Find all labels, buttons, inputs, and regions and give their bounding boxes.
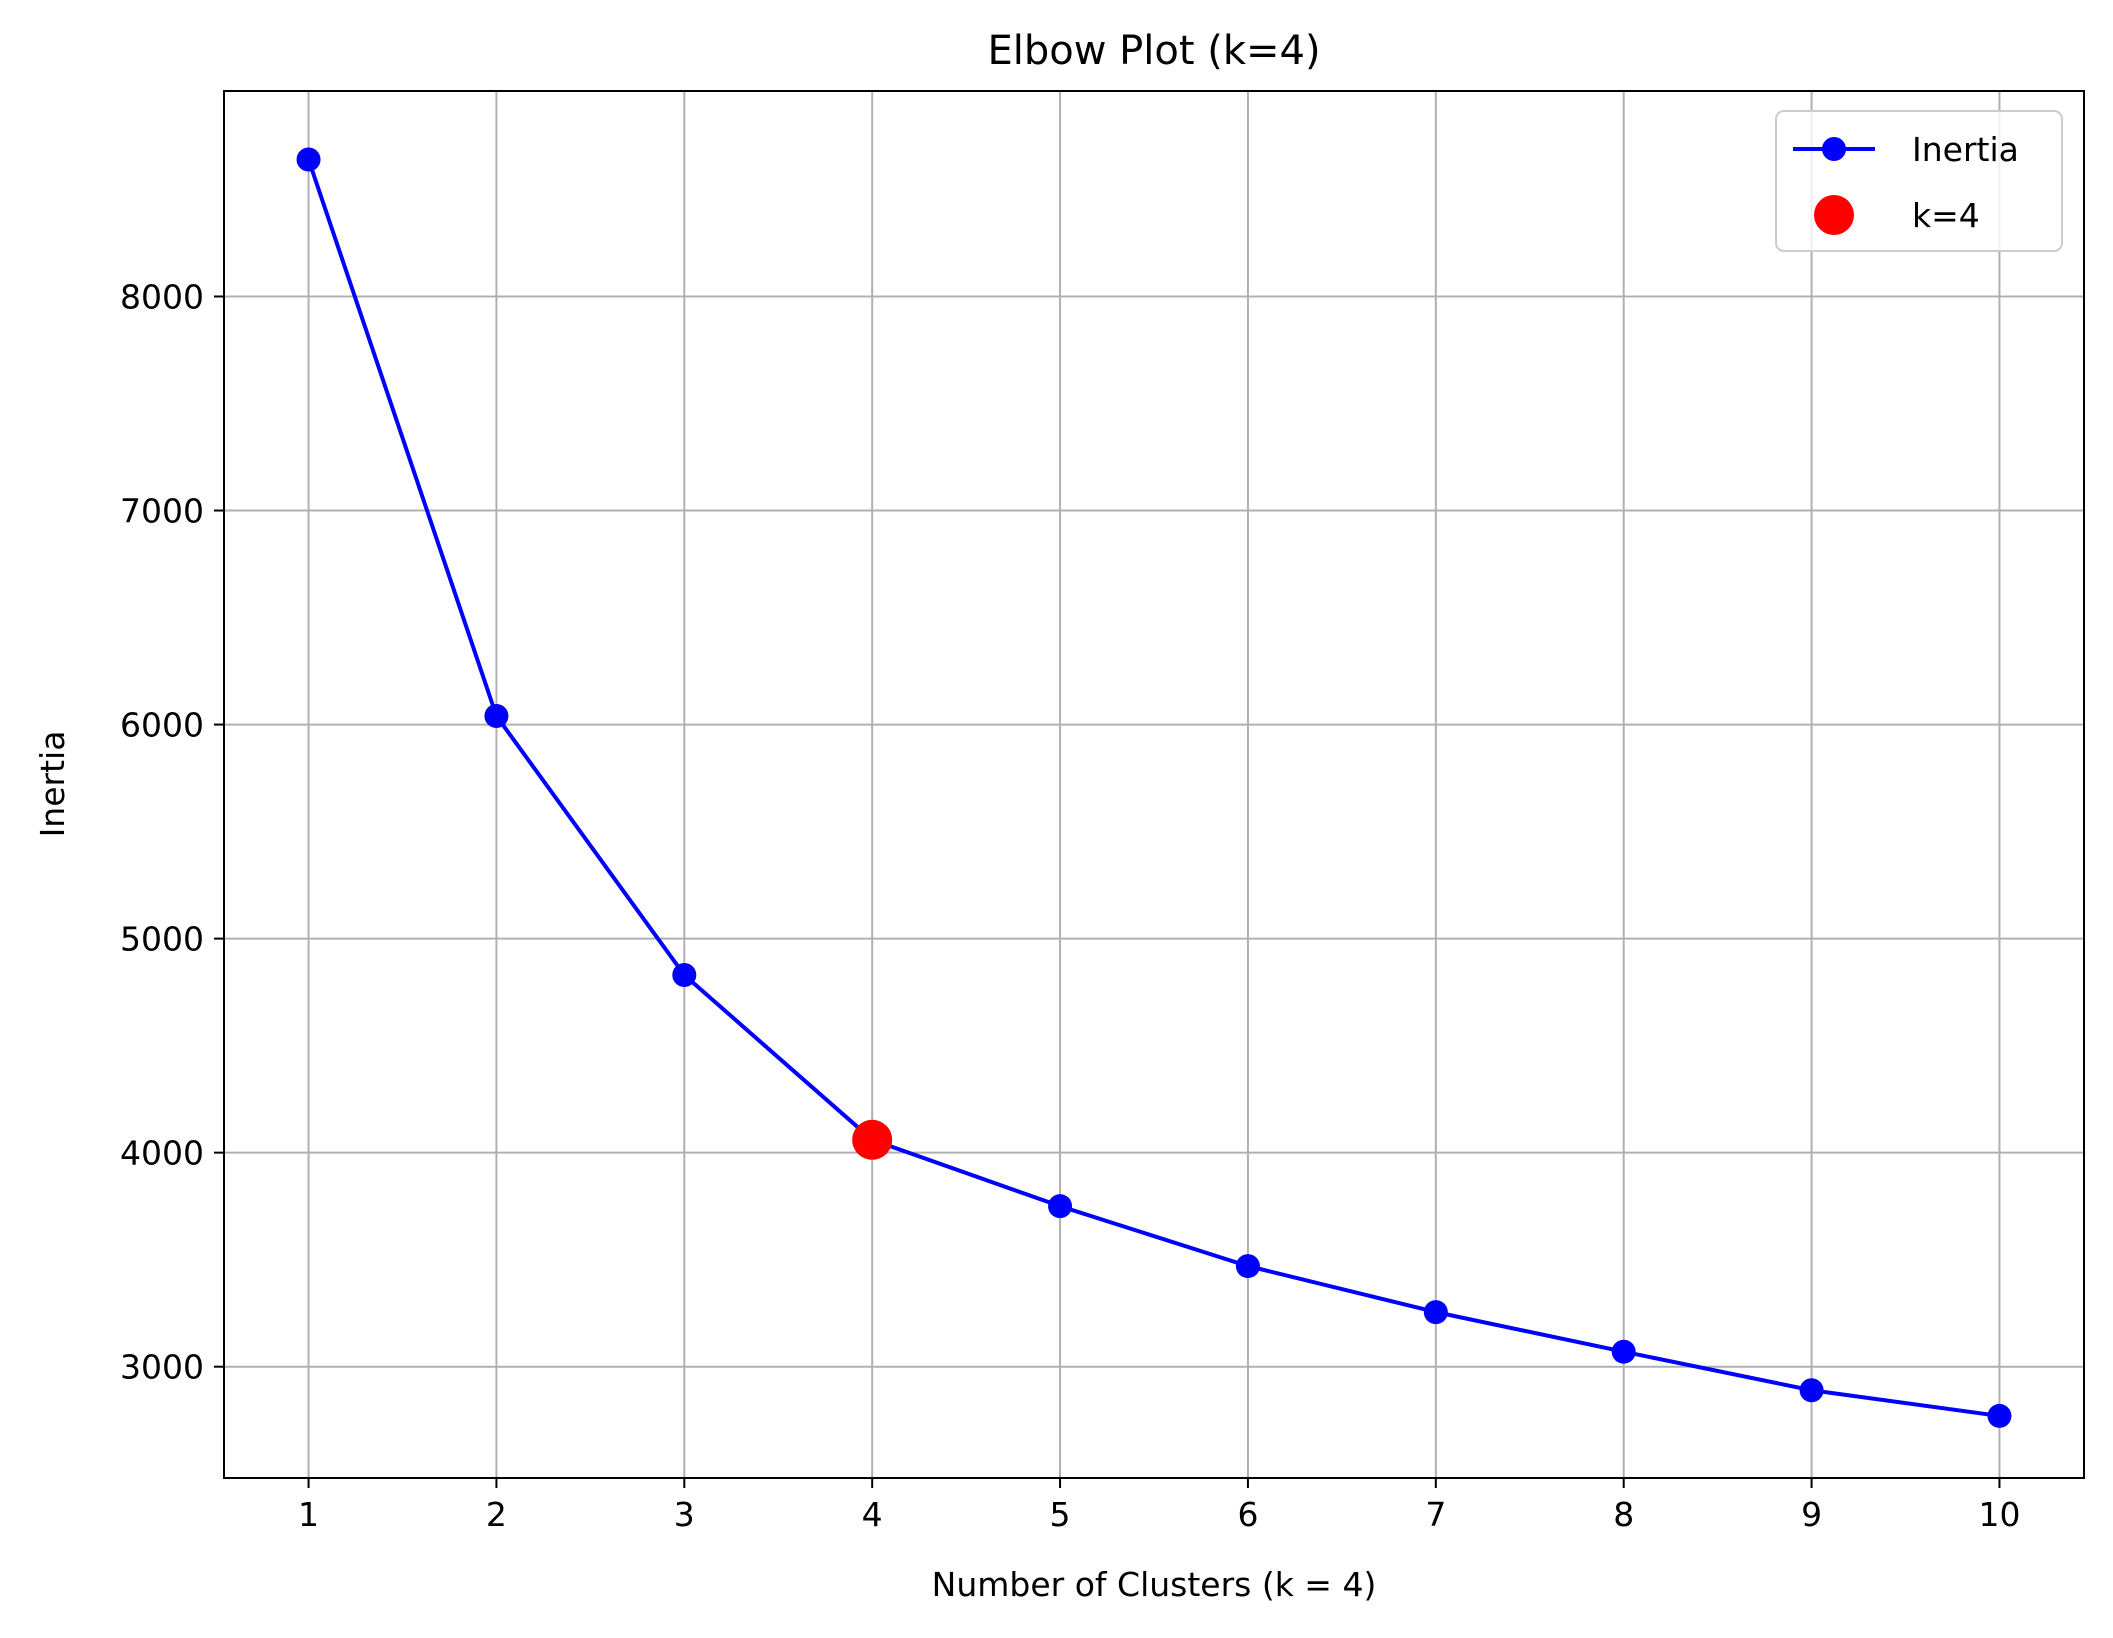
k4-highlight-point (852, 1119, 893, 1160)
y-tick-label: 8000 (120, 277, 204, 316)
legend-k4-marker (1814, 195, 1854, 235)
y-tick-label: 6000 (120, 706, 204, 745)
inertia-point (1235, 1254, 1260, 1279)
x-tick-label: 6 (1237, 1495, 1258, 1534)
x-tick-label: 2 (486, 1495, 507, 1534)
axis-ticks: 1 2 3 4 5 6 7 8 9 10 3000 4000 5000 6000 7000 8000 (120, 277, 2020, 1534)
x-tick-label: 1 (298, 1495, 319, 1534)
x-axis-label: Number of Clusters (k = 4) (932, 1565, 1377, 1604)
x-tick-label: 8 (1613, 1495, 1634, 1534)
series-layer (296, 147, 2012, 1428)
inertia-point (1048, 1194, 1073, 1219)
y-tick-label: 5000 (120, 920, 204, 959)
inertia-point (296, 147, 321, 172)
y-tick-label: 7000 (120, 492, 204, 531)
inertia-point (672, 962, 697, 987)
inertia-point (484, 704, 509, 729)
legend-inertia-marker (1822, 137, 1846, 161)
y-tick-label: 4000 (120, 1134, 204, 1173)
grid-lines (224, 91, 2084, 1478)
x-tick-label: 5 (1050, 1495, 1071, 1534)
inertia-point (1611, 1339, 1636, 1364)
inertia-line (306, 158, 2000, 1418)
x-tick-label: 10 (1978, 1495, 2020, 1534)
y-axis-label: Inertia (33, 731, 72, 838)
inertia-point (1987, 1403, 2012, 1428)
legend: Inertia k=4 (1775, 110, 2063, 252)
x-tick-label: 9 (1801, 1495, 1822, 1534)
plot-area-frame (223, 90, 2085, 1479)
legend-k4-label: k=4 (1912, 196, 1980, 235)
x-tick-label: 4 (862, 1495, 883, 1534)
x-tick-label: 3 (674, 1495, 695, 1534)
y-tick-label: 3000 (120, 1348, 204, 1387)
legend-inertia-label: Inertia (1912, 130, 2019, 169)
x-tick-label: 7 (1425, 1495, 1446, 1534)
inertia-point (1799, 1378, 1824, 1403)
inertia-point (1423, 1300, 1448, 1325)
chart-title: Elbow Plot (k=4) (987, 28, 1320, 74)
